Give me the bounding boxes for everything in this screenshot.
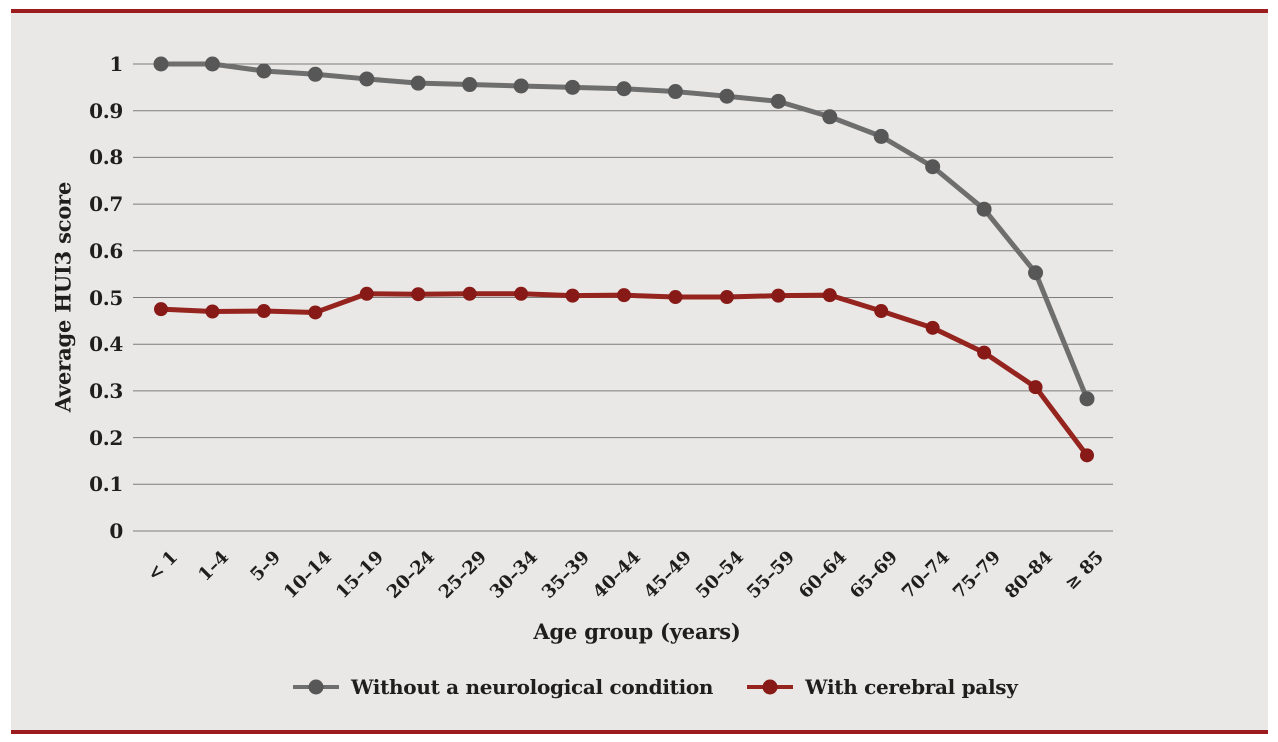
- legend-item-with-cerebral-palsy: With cerebral palsy: [747, 675, 1018, 699]
- gray-line-marker-icon: [293, 679, 339, 695]
- data-point-marker-without-neurological-condition: [1079, 391, 1095, 407]
- data-point-marker-with-cerebral-palsy: [514, 286, 529, 301]
- x-axis-tick-label: 65–69: [846, 547, 903, 603]
- x-axis-tick-label: 60–64: [794, 547, 851, 603]
- data-point-marker-with-cerebral-palsy: [154, 302, 168, 317]
- data-point-marker-without-neurological-condition: [153, 56, 169, 72]
- data-point-marker-with-cerebral-palsy: [977, 345, 992, 360]
- data-point-marker-without-neurological-condition: [256, 63, 272, 79]
- y-axis-tick-label: 0.9: [89, 98, 123, 123]
- data-point-marker-without-neurological-condition: [410, 75, 426, 91]
- chart-panel: 0 0.1 0.2 0.3 0.4 0.5 0.6 0.7 0.8 0.9 1 Average HU…: [11, 13, 1268, 730]
- data-point-marker-without-neurological-condition: [873, 128, 889, 144]
- data-point-marker-with-cerebral-palsy: [668, 290, 683, 305]
- y-axis-tick-label: 0.5: [89, 285, 123, 310]
- data-point-marker-without-neurological-condition: [976, 201, 992, 217]
- x-axis-tick-label: 70–74: [897, 547, 954, 603]
- top-border-rule: [11, 9, 1268, 13]
- data-point-marker-with-cerebral-palsy: [874, 304, 889, 319]
- x-axis-tick-label: 15–19: [331, 547, 388, 603]
- data-point-marker-without-neurological-condition: [770, 93, 786, 109]
- data-point-marker-with-cerebral-palsy: [359, 286, 374, 301]
- y-axis-tick-label: 0.4: [89, 332, 123, 357]
- data-point-marker-with-cerebral-palsy: [1028, 380, 1043, 395]
- data-point-marker-without-neurological-condition: [513, 78, 529, 94]
- data-point-marker-with-cerebral-palsy: [256, 304, 271, 319]
- data-point-marker-with-cerebral-palsy: [462, 286, 477, 301]
- y-axis-tick-label: 0.8: [89, 145, 123, 170]
- y-axis-tick-label: 0.1: [89, 472, 123, 497]
- x-axis-tick-label: 25–29: [434, 547, 491, 603]
- data-point-marker-with-cerebral-palsy: [719, 290, 734, 305]
- x-axis-title: Age group (years): [533, 619, 741, 644]
- data-point-marker-without-neurological-condition: [359, 71, 375, 87]
- y-axis-tick-label: 0.6: [89, 238, 123, 263]
- legend: Without a neurological condition With ce…: [293, 675, 1018, 699]
- x-axis-tick-label: 50–54: [691, 547, 748, 603]
- y-axis-tick-label: 0.2: [89, 425, 123, 450]
- x-axis-tick-label: 35–39: [537, 547, 594, 603]
- data-point-marker-with-cerebral-palsy: [308, 305, 323, 320]
- data-point-marker-without-neurological-condition: [616, 81, 632, 97]
- x-axis-tick-label: 20–24: [383, 547, 440, 603]
- data-point-marker-with-cerebral-palsy: [771, 288, 786, 303]
- y-axis-tick-label: 1: [109, 52, 123, 76]
- data-point-marker-without-neurological-condition: [822, 109, 838, 125]
- data-point-marker-without-neurological-condition: [307, 66, 323, 82]
- x-axis-tick-label: < 1: [143, 547, 182, 586]
- data-point-marker-with-cerebral-palsy: [925, 320, 940, 335]
- x-axis-tick-label: 1–4: [194, 547, 234, 586]
- data-point-marker-without-neurological-condition: [1028, 265, 1044, 281]
- x-axis-tick-label: 5–9: [246, 547, 285, 586]
- data-point-marker-without-neurological-condition: [204, 56, 220, 72]
- y-axis-tick-label: 0.7: [89, 192, 123, 217]
- red-line-marker-icon: [747, 679, 794, 695]
- data-point-marker-without-neurological-condition: [565, 79, 581, 95]
- data-point-marker-with-cerebral-palsy: [411, 287, 426, 302]
- data-point-marker-with-cerebral-palsy: [565, 288, 580, 303]
- data-point-marker-with-cerebral-palsy: [822, 288, 837, 303]
- legend-dot: [308, 679, 324, 695]
- x-axis-tick-label: 75–79: [949, 547, 1005, 603]
- legend-label: Without a neurological condition: [351, 675, 714, 699]
- x-axis-tick-label: 10–14: [280, 547, 337, 603]
- data-point-marker-without-neurological-condition: [719, 88, 735, 104]
- x-axis-tick-label: ≥ 85: [1060, 547, 1108, 595]
- data-point-marker-with-cerebral-palsy: [1080, 448, 1094, 463]
- y-axis-tick-labels: 0 0.1 0.2 0.3 0.4 0.5 0.6 0.7 0.8 0.9 1: [11, 13, 131, 573]
- data-point-marker-without-neurological-condition: [667, 84, 683, 100]
- x-axis-tick-label: 80–84: [1000, 547, 1057, 603]
- x-axis-tick-label: 40–44: [588, 547, 645, 603]
- legend-item-without-neurological-condition: Without a neurological condition: [293, 675, 713, 699]
- x-axis-tick-label: 55–59: [743, 547, 800, 603]
- legend-dot: [762, 679, 778, 695]
- x-axis-tick-label: 45–49: [640, 547, 697, 603]
- y-axis-tick-label: 0: [109, 519, 123, 543]
- x-axis-tick-label: 30–34: [486, 547, 542, 603]
- data-point-marker-without-neurological-condition: [925, 159, 941, 175]
- bottom-border-rule: [11, 730, 1268, 734]
- y-axis-tick-label: 0.3: [89, 378, 123, 403]
- x-axis-tick-labels: < 1 1–4 5–9 10–14 15–19 20–24 25–29 30–34 35–39 4…: [11, 13, 1268, 633]
- data-point-marker-with-cerebral-palsy: [205, 304, 220, 319]
- chart-plot-area: [133, 56, 1113, 532]
- data-point-marker-with-cerebral-palsy: [617, 288, 631, 303]
- data-point-marker-without-neurological-condition: [462, 77, 478, 93]
- legend-label: With cerebral palsy: [805, 675, 1018, 699]
